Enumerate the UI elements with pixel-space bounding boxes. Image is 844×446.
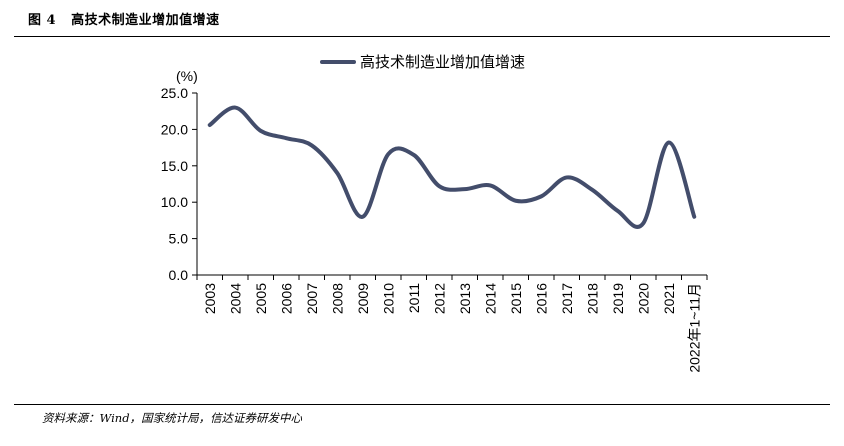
top-rule bbox=[14, 36, 830, 37]
y-tick-label: 5.0 bbox=[169, 231, 189, 247]
x-tick-label: 2022年1~11月 bbox=[686, 283, 702, 373]
x-tick-label: 2020 bbox=[635, 283, 651, 314]
x-tick-label: 2010 bbox=[380, 283, 396, 314]
x-tick-label: 2017 bbox=[559, 283, 575, 314]
x-tick-label: 2021 bbox=[661, 283, 677, 314]
x-tick-label: 2018 bbox=[584, 283, 600, 314]
x-tick-label: 2008 bbox=[329, 283, 345, 314]
y-tick-label: 25.0 bbox=[161, 85, 188, 101]
x-tick-label: 2012 bbox=[431, 283, 447, 314]
x-tick-label: 2004 bbox=[227, 283, 243, 314]
legend: 高技术制造业增加值增速 bbox=[320, 53, 525, 71]
x-tick-label: 2005 bbox=[253, 283, 269, 314]
y-axis: 0.0 5.0 10.0 15.0 20.0 25.0 bbox=[161, 85, 198, 283]
legend-label: 高技术制造业增加值增速 bbox=[360, 53, 525, 71]
figure-label: 图 4 bbox=[28, 13, 57, 28]
x-axis: 2003 2004 2005 2006 2007 2008 2009 2010 2011 2012… bbox=[196, 274, 708, 373]
figure-title-text: 高技术制造业增加值增速 bbox=[71, 13, 220, 28]
series-layer bbox=[207, 105, 697, 229]
bottom-rule bbox=[14, 404, 830, 405]
x-tick-label: 2019 bbox=[610, 283, 626, 314]
y-axis-unit: (%) bbox=[176, 68, 198, 84]
x-tick-label: 2016 bbox=[533, 283, 549, 314]
x-tick-label: 2014 bbox=[482, 283, 498, 314]
x-tick-label: 2003 bbox=[202, 283, 218, 314]
y-tick-label: 15.0 bbox=[161, 158, 188, 174]
y-tick-label: 10.0 bbox=[161, 194, 188, 210]
x-tick-label: 2007 bbox=[304, 283, 320, 314]
x-tick-label: 2009 bbox=[355, 283, 371, 314]
x-tick-label: 2006 bbox=[278, 283, 294, 314]
figure-title: 图 4 高技术制造业增加值增速 bbox=[28, 9, 220, 28]
series-line bbox=[207, 105, 697, 229]
x-tick-label: 2011 bbox=[406, 283, 422, 313]
y-tick-label: 0.0 bbox=[169, 267, 189, 283]
x-tick-label: 2015 bbox=[508, 283, 524, 314]
source-note: 资料来源：Wind，国家统计局，信达证券研发中心 bbox=[42, 411, 303, 425]
y-tick-label: 20.0 bbox=[161, 121, 188, 137]
x-tick-label: 2013 bbox=[457, 283, 473, 314]
